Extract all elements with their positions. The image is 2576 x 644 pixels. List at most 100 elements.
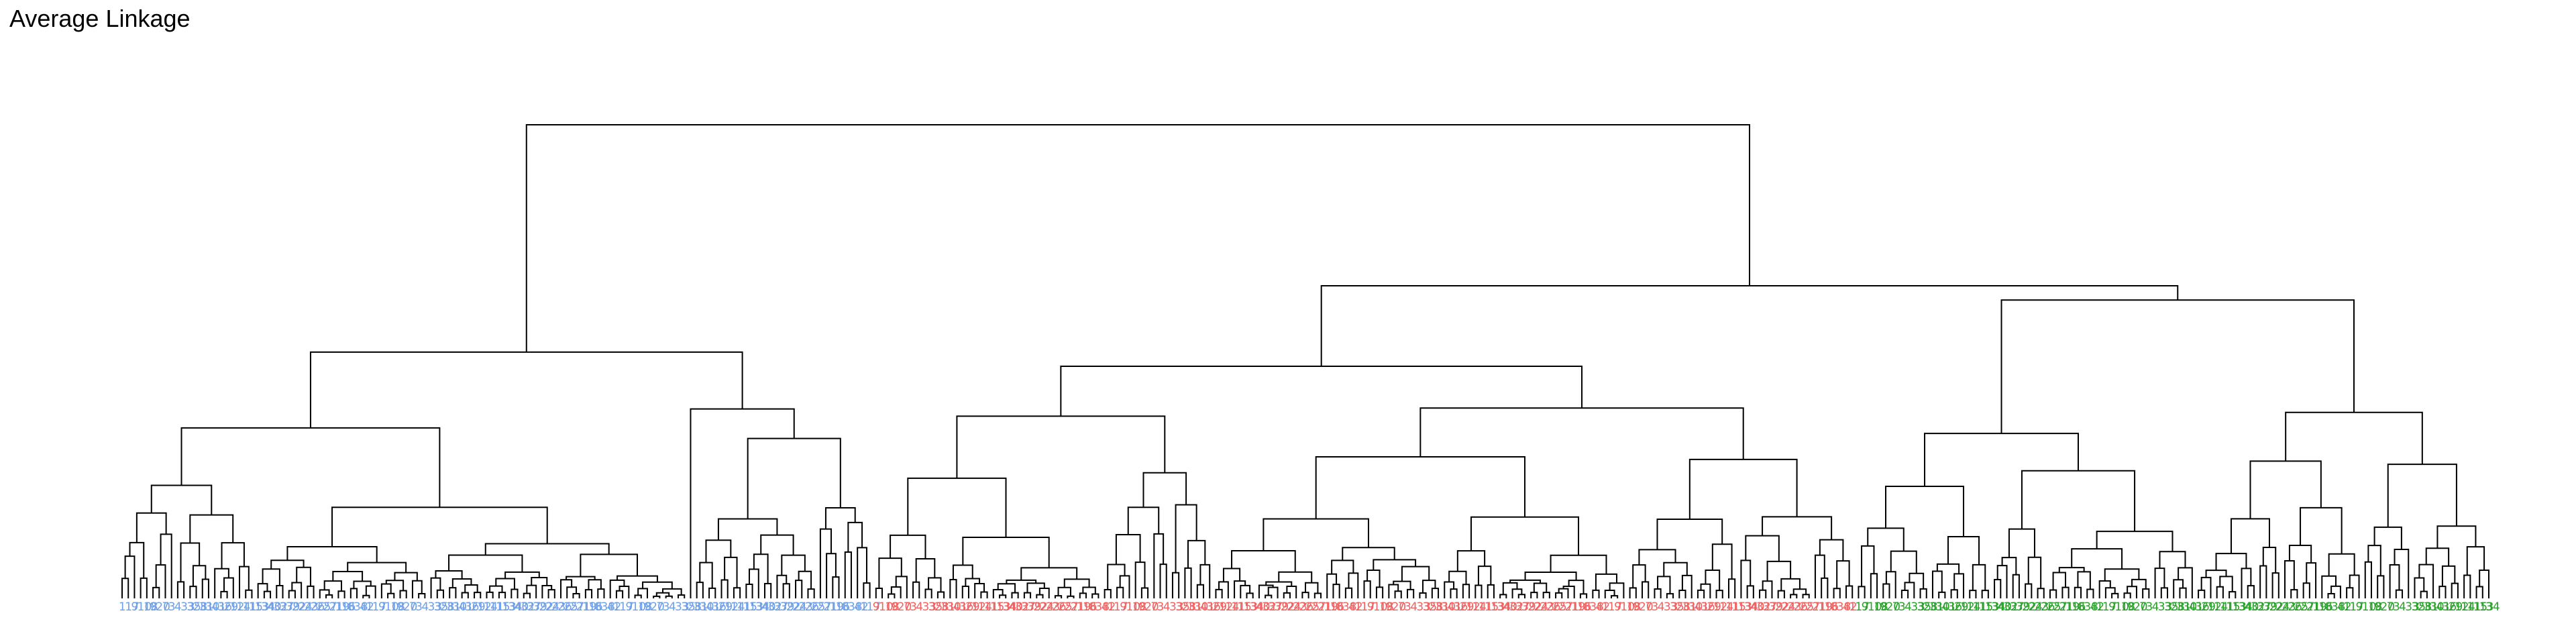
leaf-label: 20 — [650, 600, 665, 614]
leaf-label: 27 — [817, 600, 832, 614]
leaf-label: 26 — [1299, 600, 1313, 614]
leaf-label: 22 — [1281, 600, 1295, 614]
dendrogram-link-245 — [1681, 574, 1693, 598]
leaf-label: 33 — [428, 600, 443, 614]
leaf-label: 1 — [1354, 600, 1362, 614]
leaf-label: 24 — [2275, 600, 2290, 614]
dendrogram-link-136 — [992, 588, 1004, 598]
leaf-label: 16 — [588, 600, 603, 614]
dendrogram-link-144 — [1054, 595, 1063, 598]
dendrogram-link-40 — [380, 583, 392, 598]
leaf-label: 31 — [1682, 600, 1697, 614]
dendrogram-link-279 — [1885, 571, 1896, 598]
leaf-label: 32 — [2004, 600, 2019, 614]
dendrogram-link-285 — [1867, 527, 1904, 551]
leaf-label: 35 — [2411, 600, 2426, 614]
leaf-label: 10 — [138, 600, 152, 614]
leaf-label: 19 — [1077, 600, 1091, 614]
leaf-label: 26 — [311, 600, 325, 614]
dendrogram-link-80 — [653, 595, 661, 598]
leaf-label: 9 — [1120, 600, 1127, 614]
dendrogram-link-293 — [1972, 564, 1986, 591]
leaf-label: 42 — [1596, 600, 1611, 614]
leaf-label: 37 — [2257, 600, 2271, 614]
leaf-label: 35 — [681, 600, 696, 614]
leaf-label: 28 — [2418, 600, 2432, 614]
leaf-label: 4 — [174, 600, 182, 614]
dendrogram-link-334 — [2205, 570, 2227, 578]
dendrogram-link-280 — [1900, 589, 1909, 598]
dendrogram-link-138 — [997, 583, 1016, 593]
leaf-label: 4 — [916, 600, 923, 614]
dendrogram-link-203 — [1422, 580, 1436, 594]
leaf-label: 13 — [1985, 600, 2000, 614]
leaf-label: 9 — [1880, 600, 1887, 614]
dendrogram-link-23 — [276, 585, 284, 598]
leaf-label: 10 — [1868, 600, 1882, 614]
leaf-label: 7 — [1398, 600, 1405, 614]
leaf-label: 15 — [990, 600, 1005, 614]
dendrogram-link-218 — [1511, 588, 1523, 598]
leaf-label: 1 — [2343, 600, 2351, 614]
leaf-label: 40 — [761, 600, 776, 614]
leaf-label: 32 — [1756, 600, 1771, 614]
leaf-label: 13 — [749, 600, 764, 614]
dendrogram-link-128 — [890, 534, 926, 559]
dendrogram-link-22 — [257, 583, 268, 598]
leaf-label: 9 — [1367, 600, 1375, 614]
leaf-label: 34 — [1002, 600, 1017, 614]
leaf-label: 41 — [1941, 600, 1956, 614]
leaf-label: 11 — [2220, 600, 2235, 614]
dendrogram-link-326 — [2096, 531, 2174, 552]
dendrogram-link-56 — [486, 591, 494, 598]
dendrogram-link-70 — [560, 579, 573, 598]
dendrogram-link-331 — [2216, 586, 2224, 598]
leaf-label: 20 — [403, 600, 418, 614]
dendrogram-link-1 — [124, 555, 136, 598]
dendrogram-link-261 — [1802, 594, 1810, 598]
dendrogram-link-367 — [2441, 565, 2456, 587]
leaf-label: 21 — [1564, 600, 1579, 614]
dendrogram-link-112 — [844, 551, 852, 598]
dendrogram-link-304 — [2049, 589, 2057, 598]
dendrogram-link-319 — [2071, 548, 2123, 570]
leaf-label: 36 — [1454, 600, 1468, 614]
leaf-label: 31 — [1435, 600, 1450, 614]
leaf-label: 16 — [1824, 600, 1839, 614]
dendrogram-link-135 — [999, 594, 1007, 598]
leaf-label: 23 — [2035, 600, 2049, 614]
dendrogram-link-315 — [2127, 586, 2137, 598]
dendrogram-link-137 — [1011, 592, 1019, 598]
dendrogram-link-323 — [2173, 579, 2184, 598]
leaf-label: 16 — [2318, 600, 2333, 614]
leaf-label: 14 — [1225, 600, 1240, 614]
dendrogram-link-106 — [781, 554, 806, 576]
leaf-label: 35 — [186, 600, 201, 614]
dendrogram-link-368 — [2425, 547, 2450, 566]
leaf-label: 32 — [1015, 600, 1030, 614]
leaf-label: 12 — [230, 600, 245, 614]
dendrogram-link-273 — [1688, 458, 1798, 520]
dendrogram-link-205 — [1373, 559, 1417, 571]
leaf-label: 37 — [1268, 600, 1283, 614]
dendrogram-link-81 — [665, 595, 673, 598]
leaf-label: 32 — [1509, 600, 1524, 614]
dendrogram-link-2 — [140, 577, 148, 598]
dendrogram-link-179 — [1267, 586, 1279, 598]
leaf-label: 9 — [1862, 600, 1869, 614]
leaf-label: 42 — [607, 600, 622, 614]
dendrogram-link-97 — [745, 583, 753, 598]
leaf-label: 26 — [1052, 600, 1067, 614]
leaf-label: 3 — [2393, 600, 2400, 614]
leaf-label: 28 — [1181, 600, 1196, 614]
leaf-label: 26 — [1546, 600, 1561, 614]
leaf-label: 9 — [150, 600, 157, 614]
leaf-label: 29 — [1707, 600, 1721, 614]
dendrogram-link-147 — [1079, 592, 1087, 598]
dendrogram-link-77 — [609, 579, 625, 598]
dendrogram-link-185 — [1313, 592, 1322, 598]
leaf-label: 3 — [1898, 600, 1906, 614]
dendrogram-link-163 — [1127, 506, 1160, 535]
leaf-label: 11 — [2467, 600, 2481, 614]
leaf-label: 3 — [168, 600, 176, 614]
